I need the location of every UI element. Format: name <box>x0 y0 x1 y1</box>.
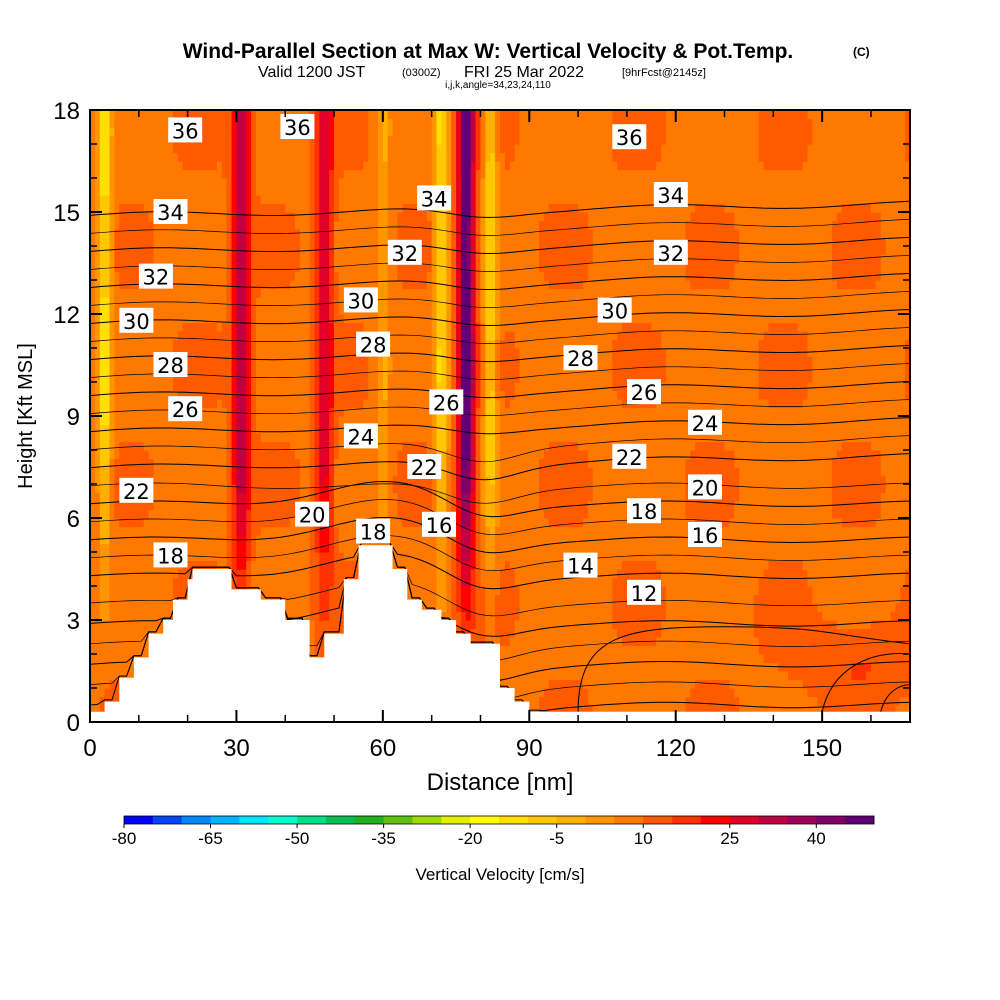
contour-label: 24 <box>688 409 722 436</box>
colorbar-swatch <box>181 816 211 824</box>
colorbar-swatch <box>614 816 644 824</box>
copyright-mark: (C) <box>853 45 870 59</box>
x-axis-label: Distance [nm] <box>427 769 574 796</box>
valid-date: FRI 25 Mar 2022 <box>464 64 584 81</box>
contour-label: 32 <box>138 263 173 290</box>
y-tick-label: 9 <box>67 404 80 431</box>
contour-label: 26 <box>429 389 464 415</box>
colorbar-swatch <box>527 816 557 824</box>
contour-labels: 36 36 36 34 34 34 32 32 32 30 30 30 28 28 28 26 26 26 24 24… <box>119 114 722 606</box>
contour-label: 18 <box>627 498 661 524</box>
colorbar-swatch <box>556 816 586 824</box>
grid-indices: i,j,k,angle=34,23,24,110 <box>445 80 551 91</box>
contour-label: 34 <box>653 182 688 208</box>
contour-label: 30 <box>597 297 632 324</box>
x-tick-label: 150 <box>802 735 842 762</box>
colorbar-tick-label: 40 <box>807 829 826 848</box>
terrain-polygon <box>90 545 910 722</box>
colorbar-swatch <box>700 816 731 824</box>
y-axis-label: Height [Kft MSL] <box>15 343 37 489</box>
colorbar-tick-label: -80 <box>112 829 137 848</box>
contour-label: 20 <box>688 474 722 500</box>
contour-label: 18 <box>356 518 391 545</box>
colorbar-tick-label: -65 <box>198 829 223 848</box>
valid-utc: (0300Z) <box>402 67 441 79</box>
y-tick-label: 18 <box>53 98 80 125</box>
colorbar-swatch <box>124 816 154 824</box>
contour-label: 30 <box>343 287 378 313</box>
contour-label: 14 <box>563 552 598 579</box>
contour-label: 30 <box>119 307 154 334</box>
colorbar-swatch <box>758 816 788 824</box>
contour-label: 22 <box>119 477 154 504</box>
colorbar-swatch <box>499 816 529 824</box>
colorbar-swatch <box>354 816 384 824</box>
colorbar-swatch <box>152 816 182 824</box>
colorbar-swatch <box>441 816 471 824</box>
colorbar-label: Vertical Velocity [cm/s] <box>415 865 584 884</box>
y-tick-label: 0 <box>67 710 80 737</box>
colorbar-swatch <box>297 816 327 824</box>
colorbar-swatch <box>210 816 240 824</box>
colorbar-swatch <box>729 816 759 824</box>
x-tick-label: 60 <box>370 735 397 762</box>
colorbar-swatch <box>845 816 875 824</box>
y-tick-label: 3 <box>67 608 80 635</box>
y-tick-label: 12 <box>53 302 80 329</box>
colorbar: -80 -65 -50 -35 -20 -5 10 25 40 <box>112 815 875 848</box>
contour-label: 12 <box>627 579 661 606</box>
contour-label: 20 <box>295 501 330 528</box>
contour-label: 16 <box>688 522 722 548</box>
contour-label: 22 <box>612 443 647 470</box>
x-tick-label: 90 <box>516 735 543 762</box>
contour-label: 26 <box>168 396 203 422</box>
colorbar-swatch <box>268 816 298 824</box>
contour-label: 26 <box>627 379 661 405</box>
colorbar-tick-label: -35 <box>371 829 396 848</box>
contour-label: 36 <box>612 124 647 150</box>
x-tick-label: 0 <box>83 735 96 762</box>
contour-label: 36 <box>280 114 315 140</box>
contour-label: 34 <box>417 185 452 211</box>
colorbar-swatch <box>470 816 500 824</box>
contour-label: 28 <box>153 352 188 378</box>
contour-label: 18 <box>153 542 188 568</box>
colorbar-tick-label: 10 <box>634 829 653 848</box>
x-tick-label: 30 <box>223 735 250 762</box>
colorbar-swatch <box>787 816 817 824</box>
colorbar-swatch <box>383 816 413 824</box>
contour-label: 24 <box>343 423 378 449</box>
chart-title: Wind-Parallel Section at Max W: Vertical… <box>183 40 794 63</box>
contour-label: 32 <box>387 239 422 266</box>
colorbar-tick-label: -20 <box>458 829 483 848</box>
forecast-tag: [9hrFcst@2145z] <box>622 67 706 79</box>
valid-prefix: Valid 1200 JST <box>258 64 366 81</box>
colorbar-swatch <box>585 816 615 824</box>
colorbar-swatch <box>239 816 269 824</box>
colorbar-swatch <box>325 816 356 824</box>
colorbar-tick-label: -50 <box>285 829 310 848</box>
contour-label: 28 <box>563 345 598 371</box>
theta-contours <box>90 200 910 712</box>
contour-label: 16 <box>422 511 456 538</box>
colorbar-tick-label: -5 <box>549 829 564 848</box>
contour-label: 22 <box>407 454 442 480</box>
colorbar-swatch <box>412 816 442 824</box>
contour-label: 28 <box>356 331 391 358</box>
colorbar-swatch <box>643 816 673 824</box>
colorbar-swatch <box>672 816 702 824</box>
terrain-mask <box>90 545 910 722</box>
contour-label: 36 <box>168 117 203 143</box>
colorbar-tick-label: 25 <box>720 829 739 848</box>
x-tick-label: 120 <box>656 735 696 762</box>
contour-label: 32 <box>653 239 688 266</box>
y-tick-label: 6 <box>67 506 80 533</box>
y-tick-label: 15 <box>53 200 80 227</box>
contour-label: 34 <box>153 199 188 225</box>
colorbar-swatch <box>816 816 846 824</box>
